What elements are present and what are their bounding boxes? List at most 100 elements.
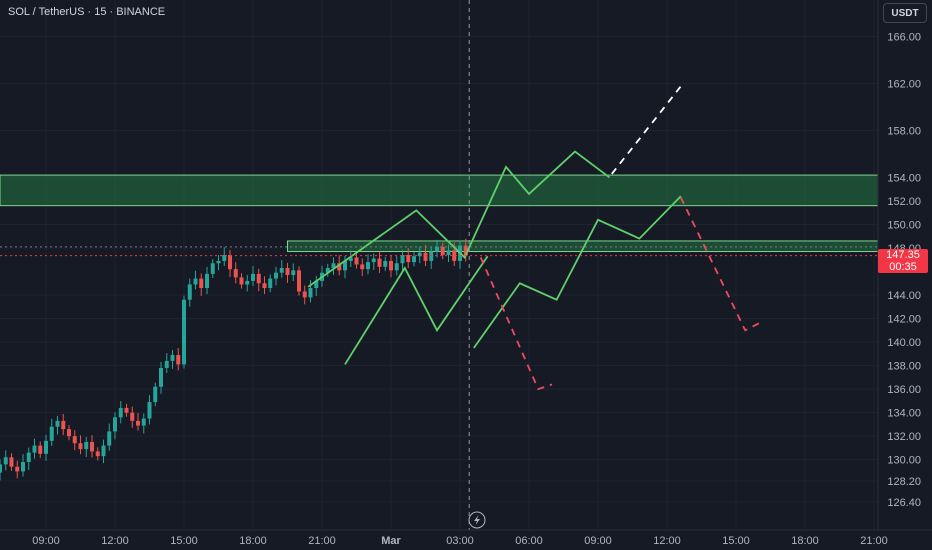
- candle[interactable]: [308, 287, 313, 298]
- candle[interactable]: [32, 445, 37, 453]
- candle[interactable]: [268, 278, 273, 288]
- candle[interactable]: [49, 426, 54, 441]
- candle[interactable]: [302, 291, 307, 298]
- candle[interactable]: [38, 445, 43, 454]
- candle[interactable]: [21, 462, 25, 472]
- candle[interactable]: [141, 418, 146, 426]
- candle[interactable]: [354, 257, 359, 265]
- candle[interactable]: [205, 273, 209, 288]
- candle[interactable]: [210, 263, 215, 274]
- candle[interactable]: [256, 273, 261, 284]
- candle[interactable]: [170, 355, 175, 361]
- candle[interactable]: [0, 464, 2, 473]
- candle[interactable]: [366, 262, 370, 270]
- candle[interactable]: [348, 257, 353, 261]
- projection-bear-dashed[interactable]: [679, 197, 760, 332]
- bar-countdown: 00:35: [889, 261, 917, 273]
- candle[interactable]: [84, 442, 89, 450]
- candle[interactable]: [9, 457, 14, 467]
- candle[interactable]: [285, 267, 290, 276]
- candle[interactable]: [113, 417, 117, 432]
- candle[interactable]: [279, 267, 284, 273]
- candle[interactable]: [3, 457, 8, 465]
- candle[interactable]: [55, 420, 60, 427]
- candle[interactable]: [78, 443, 83, 450]
- candle[interactable]: [377, 258, 382, 267]
- price-tick-label: 126.40: [887, 497, 921, 509]
- candle[interactable]: [412, 256, 416, 263]
- candle[interactable]: [452, 250, 457, 261]
- candle[interactable]: [164, 360, 169, 368]
- candle[interactable]: [72, 436, 77, 444]
- time-tick-label: 18:00: [791, 535, 819, 547]
- candle[interactable]: [159, 367, 163, 387]
- candle[interactable]: [417, 252, 422, 257]
- candle[interactable]: [107, 431, 112, 446]
- price-tick-label: 154.00: [887, 172, 921, 184]
- candle[interactable]: [233, 269, 238, 278]
- candle[interactable]: [423, 252, 428, 261]
- projection-bear-dashed[interactable]: [479, 257, 553, 391]
- candle[interactable]: [26, 452, 31, 463]
- candle[interactable]: [251, 273, 255, 281]
- candle[interactable]: [216, 260, 221, 264]
- candle[interactable]: [44, 440, 48, 454]
- candle[interactable]: [429, 251, 434, 261]
- candle[interactable]: [118, 407, 123, 418]
- candle[interactable]: [182, 299, 186, 365]
- currency-button[interactable]: USDT: [883, 3, 927, 23]
- price-tick-label: 136.00: [887, 384, 921, 396]
- candle[interactable]: [245, 280, 250, 285]
- candle[interactable]: [360, 264, 365, 270]
- candle[interactable]: [239, 277, 244, 285]
- support-zone[interactable]: [0, 174, 879, 207]
- candle[interactable]: [440, 246, 445, 256]
- candle[interactable]: [435, 246, 439, 252]
- candle[interactable]: [297, 270, 301, 292]
- candle[interactable]: [130, 412, 135, 421]
- candle[interactable]: [262, 283, 267, 288]
- candle-layer: [0, 238, 468, 481]
- candle[interactable]: [124, 407, 129, 413]
- projection-bull-solid[interactable]: [473, 195, 682, 349]
- candle[interactable]: [389, 260, 393, 271]
- candle[interactable]: [463, 245, 468, 256]
- projection-target-dashed[interactable]: [611, 82, 684, 175]
- candle[interactable]: [95, 451, 100, 457]
- candle[interactable]: [331, 263, 336, 268]
- candle[interactable]: [90, 442, 94, 452]
- candle[interactable]: [394, 263, 399, 271]
- projection-bull-solid[interactable]: [344, 255, 489, 365]
- candle[interactable]: [199, 278, 204, 288]
- candle[interactable]: [314, 280, 319, 288]
- candle[interactable]: [222, 255, 227, 261]
- candle[interactable]: [337, 263, 342, 271]
- candle[interactable]: [15, 466, 20, 472]
- candle[interactable]: [406, 255, 411, 263]
- price-tick-label: 134.00: [887, 408, 921, 420]
- candle[interactable]: [325, 267, 330, 273]
- lightning-icon[interactable]: [468, 511, 486, 529]
- candle[interactable]: [371, 258, 376, 263]
- candle[interactable]: [176, 355, 181, 365]
- candle[interactable]: [153, 386, 158, 403]
- candle[interactable]: [67, 429, 71, 437]
- candle[interactable]: [383, 260, 388, 267]
- candle[interactable]: [193, 278, 198, 285]
- time-tick-label: 18:00: [239, 535, 267, 547]
- candle[interactable]: [291, 270, 296, 276]
- projection-bull-solid[interactable]: [307, 150, 611, 288]
- candle[interactable]: [187, 284, 192, 300]
- price-tick-label: 140.00: [887, 337, 921, 349]
- candle[interactable]: [61, 420, 66, 430]
- candle[interactable]: [274, 272, 278, 279]
- candle[interactable]: [101, 445, 106, 457]
- candle[interactable]: [228, 255, 232, 270]
- candle[interactable]: [400, 255, 405, 264]
- candle[interactable]: [147, 402, 152, 419]
- candle[interactable]: [446, 250, 451, 256]
- candle[interactable]: [136, 420, 140, 426]
- candle[interactable]: [343, 260, 347, 271]
- price-tick-label: 162.00: [887, 78, 921, 90]
